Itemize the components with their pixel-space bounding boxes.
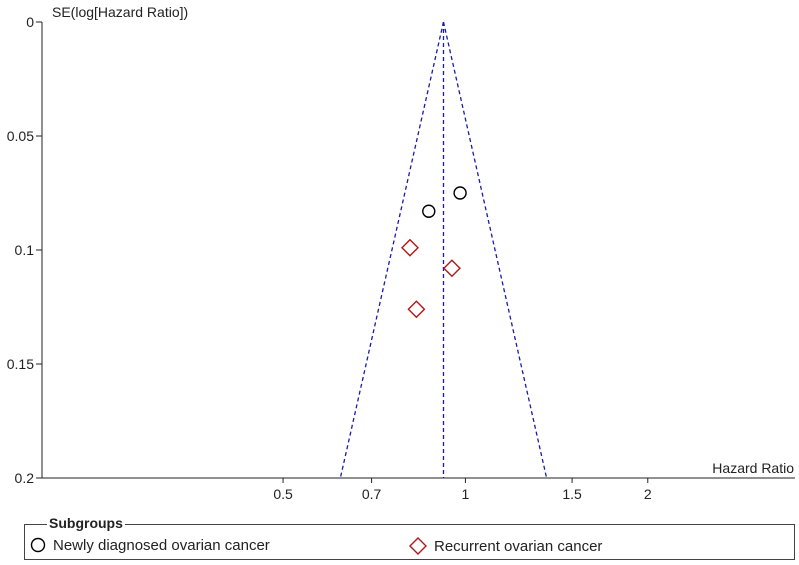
x-tick-label: 0.5 bbox=[273, 486, 293, 502]
y-tick-label: 0 bbox=[26, 14, 34, 30]
funnel-right-line bbox=[442, 21, 548, 479]
recurrent-point bbox=[400, 238, 419, 257]
recurrent-point bbox=[407, 300, 426, 319]
legend-title: Subgroups bbox=[47, 515, 125, 531]
y-tick-label: 0.15 bbox=[7, 356, 34, 372]
diamond-marker-icon bbox=[409, 537, 427, 555]
recurrent-point bbox=[442, 259, 461, 278]
legend-label: Newly diagnosed ovarian cancer bbox=[53, 536, 270, 554]
x-tick-label: 0.7 bbox=[362, 486, 382, 502]
newly-diagnosed-point bbox=[422, 204, 436, 218]
legend-item-recurrent: Recurrent ovarian cancer bbox=[408, 536, 602, 556]
circle-marker-icon bbox=[30, 537, 46, 553]
legend-item-newly-diagnosed: Newly diagnosed ovarian cancer bbox=[29, 536, 270, 554]
axes: 0 0.05 0.1 0.15 0.2 0.5 0.7 1 1.5 2 bbox=[7, 14, 795, 502]
legend-label: Recurrent ovarian cancer bbox=[434, 537, 603, 555]
y-tick-label: 0.2 bbox=[15, 470, 35, 486]
x-tick-label: 1.5 bbox=[562, 486, 582, 502]
funnel-left-line bbox=[339, 21, 445, 479]
x-tick-label: 1 bbox=[462, 486, 470, 502]
funnel-plot: 0 0.05 0.1 0.15 0.2 0.5 0.7 1 1.5 2 SE(log[Hazard… bbox=[7, 4, 795, 502]
legend: Subgroups Newly diagnosed ovarian cancer… bbox=[24, 515, 795, 560]
funnel-lines bbox=[339, 21, 548, 479]
x-tick-label: 2 bbox=[644, 486, 652, 502]
data-points bbox=[400, 186, 467, 319]
x-axis-title: Hazard Ratio bbox=[712, 460, 794, 476]
y-tick-label: 0.1 bbox=[15, 242, 35, 258]
y-axis-title: SE(log[Hazard Ratio]) bbox=[52, 4, 188, 20]
y-tick-label: 0.05 bbox=[7, 128, 34, 144]
newly-diagnosed-point bbox=[453, 186, 467, 200]
